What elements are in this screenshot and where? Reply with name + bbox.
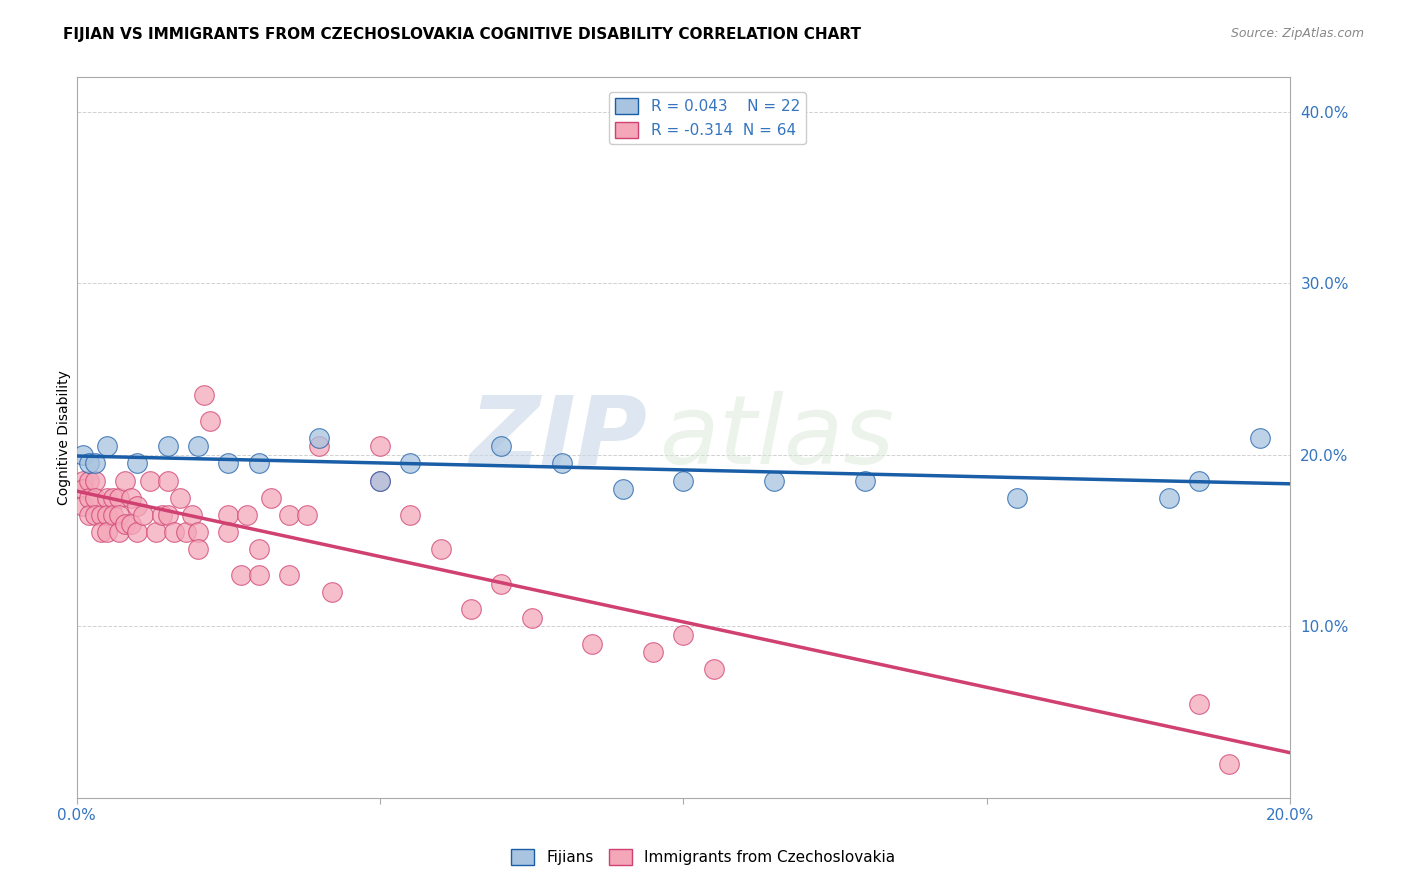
Point	[127, 457, 149, 471]
Point	[198, 414, 221, 428]
Point	[84, 508, 107, 522]
Point	[77, 508, 100, 522]
Point	[368, 474, 391, 488]
Point	[260, 491, 283, 505]
Point	[229, 568, 252, 582]
Point	[72, 448, 94, 462]
Point	[72, 482, 94, 496]
Point	[247, 542, 270, 557]
Point	[181, 508, 204, 522]
Point	[96, 491, 118, 505]
Point	[247, 568, 270, 582]
Point	[174, 525, 197, 540]
Point	[1188, 474, 1211, 488]
Point	[217, 525, 239, 540]
Text: atlas: atlas	[659, 392, 894, 484]
Point	[1249, 431, 1271, 445]
Point	[520, 611, 543, 625]
Point	[321, 585, 343, 599]
Point	[703, 662, 725, 676]
Point	[156, 474, 179, 488]
Point	[84, 474, 107, 488]
Point	[641, 645, 664, 659]
Point	[763, 474, 786, 488]
Point	[120, 491, 142, 505]
Point	[84, 491, 107, 505]
Point	[368, 474, 391, 488]
Point	[1218, 756, 1240, 771]
Point	[108, 508, 131, 522]
Point	[96, 525, 118, 540]
Point	[672, 474, 695, 488]
Point	[120, 516, 142, 531]
Point	[612, 482, 634, 496]
Point	[156, 439, 179, 453]
Point	[145, 525, 167, 540]
Point	[187, 542, 209, 557]
Point	[551, 457, 574, 471]
Point	[96, 508, 118, 522]
Point	[368, 439, 391, 453]
Point	[132, 508, 155, 522]
Text: FIJIAN VS IMMIGRANTS FROM CZECHOSLOVAKIA COGNITIVE DISABILITY CORRELATION CHART: FIJIAN VS IMMIGRANTS FROM CZECHOSLOVAKIA…	[63, 27, 862, 42]
Point	[150, 508, 173, 522]
Point	[853, 474, 876, 488]
Point	[491, 576, 513, 591]
Point	[127, 500, 149, 514]
Point	[460, 602, 482, 616]
Y-axis label: Cognitive Disability: Cognitive Disability	[58, 370, 72, 505]
Point	[1157, 491, 1180, 505]
Point	[217, 457, 239, 471]
Point	[187, 525, 209, 540]
Point	[672, 628, 695, 642]
Point	[114, 474, 136, 488]
Legend: Fijians, Immigrants from Czechoslovakia: Fijians, Immigrants from Czechoslovakia	[505, 843, 901, 871]
Point	[399, 457, 422, 471]
Point	[72, 500, 94, 514]
Point	[217, 508, 239, 522]
Point	[72, 474, 94, 488]
Point	[193, 388, 215, 402]
Point	[156, 508, 179, 522]
Point	[308, 439, 330, 453]
Point	[163, 525, 186, 540]
Point	[77, 457, 100, 471]
Point	[491, 439, 513, 453]
Point	[1005, 491, 1028, 505]
Point	[581, 637, 603, 651]
Point	[169, 491, 191, 505]
Point	[90, 508, 112, 522]
Point	[114, 516, 136, 531]
Text: ZIP: ZIP	[470, 392, 647, 484]
Point	[1188, 697, 1211, 711]
Legend: R = 0.043    N = 22, R = -0.314  N = 64: R = 0.043 N = 22, R = -0.314 N = 64	[609, 92, 806, 145]
Point	[278, 508, 301, 522]
Point	[101, 491, 124, 505]
Point	[297, 508, 319, 522]
Point	[235, 508, 257, 522]
Point	[108, 491, 131, 505]
Point	[138, 474, 160, 488]
Point	[278, 568, 301, 582]
Point	[84, 457, 107, 471]
Point	[399, 508, 422, 522]
Point	[108, 525, 131, 540]
Point	[308, 431, 330, 445]
Point	[247, 457, 270, 471]
Point	[429, 542, 451, 557]
Point	[127, 525, 149, 540]
Point	[101, 508, 124, 522]
Point	[90, 525, 112, 540]
Text: Source: ZipAtlas.com: Source: ZipAtlas.com	[1230, 27, 1364, 40]
Point	[77, 474, 100, 488]
Point	[187, 439, 209, 453]
Point	[96, 439, 118, 453]
Point	[77, 491, 100, 505]
